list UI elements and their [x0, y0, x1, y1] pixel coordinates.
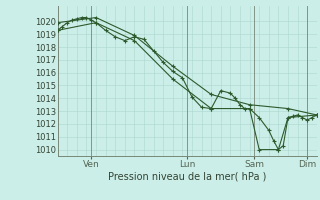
X-axis label: Pression niveau de la mer( hPa ): Pression niveau de la mer( hPa )	[108, 172, 266, 182]
